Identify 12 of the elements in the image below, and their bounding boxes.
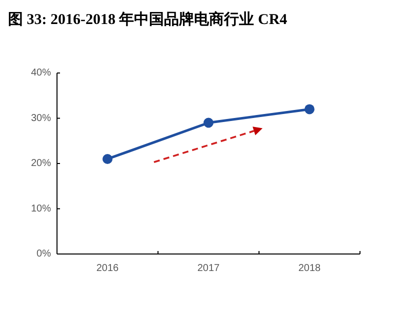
x-tick-label: 2017 bbox=[197, 263, 220, 274]
point bbox=[304, 104, 314, 114]
y-tick-label: 40% bbox=[30, 68, 52, 78]
point bbox=[102, 154, 112, 164]
y-tick-label: 20% bbox=[30, 158, 52, 169]
y-tick-label: 0% bbox=[36, 248, 52, 260]
y-tick-label: 30% bbox=[30, 112, 52, 124]
point bbox=[204, 118, 214, 128]
x-tick-label: 2018 bbox=[298, 263, 322, 274]
y-tick-label: 10% bbox=[30, 203, 52, 214]
x-tick-label: 2016 bbox=[96, 263, 120, 274]
chart-title: 图 33: 2016-2018 年中国品牌电商行业 CR4 bbox=[8, 10, 288, 28]
